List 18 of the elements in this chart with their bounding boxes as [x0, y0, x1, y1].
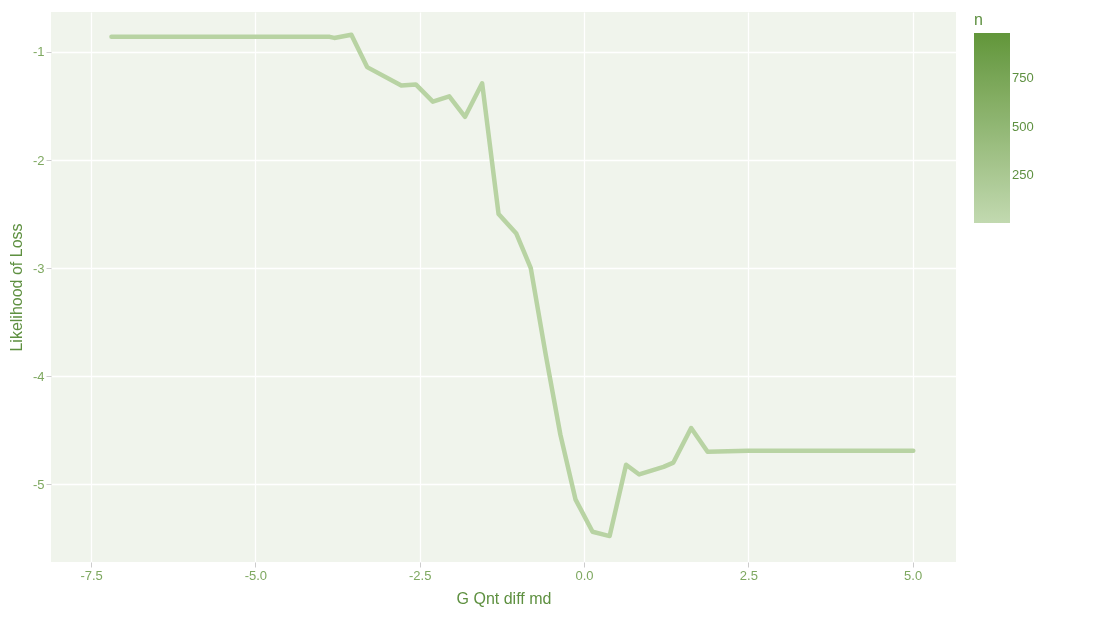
y-axis-title: Likelihood of Loss	[7, 223, 25, 352]
y-tick-label: -3	[32, 260, 45, 276]
y-tick-label: -4	[32, 368, 45, 384]
x-tick-label: 2.5	[739, 567, 758, 583]
y-tick-label: -5	[32, 476, 45, 492]
x-axis-title: G Qnt diff md	[456, 589, 552, 607]
color-bar-label: 750	[1012, 70, 1034, 86]
color-bar-title: n	[974, 11, 983, 28]
y-tick-label: -2	[32, 152, 45, 168]
y-tick-label: -1	[32, 44, 45, 60]
color-bar-label: 250	[1012, 166, 1034, 182]
x-tick-label: 5.0	[904, 567, 923, 583]
line-series	[109, 32, 916, 539]
color-bar-label: 500	[1012, 118, 1034, 134]
x-tick-label: 0.0	[575, 567, 594, 583]
x-tick-label: -2.5	[409, 567, 432, 583]
x-tick-label: -7.5	[80, 567, 103, 583]
x-tick-label: -5.0	[244, 567, 268, 583]
